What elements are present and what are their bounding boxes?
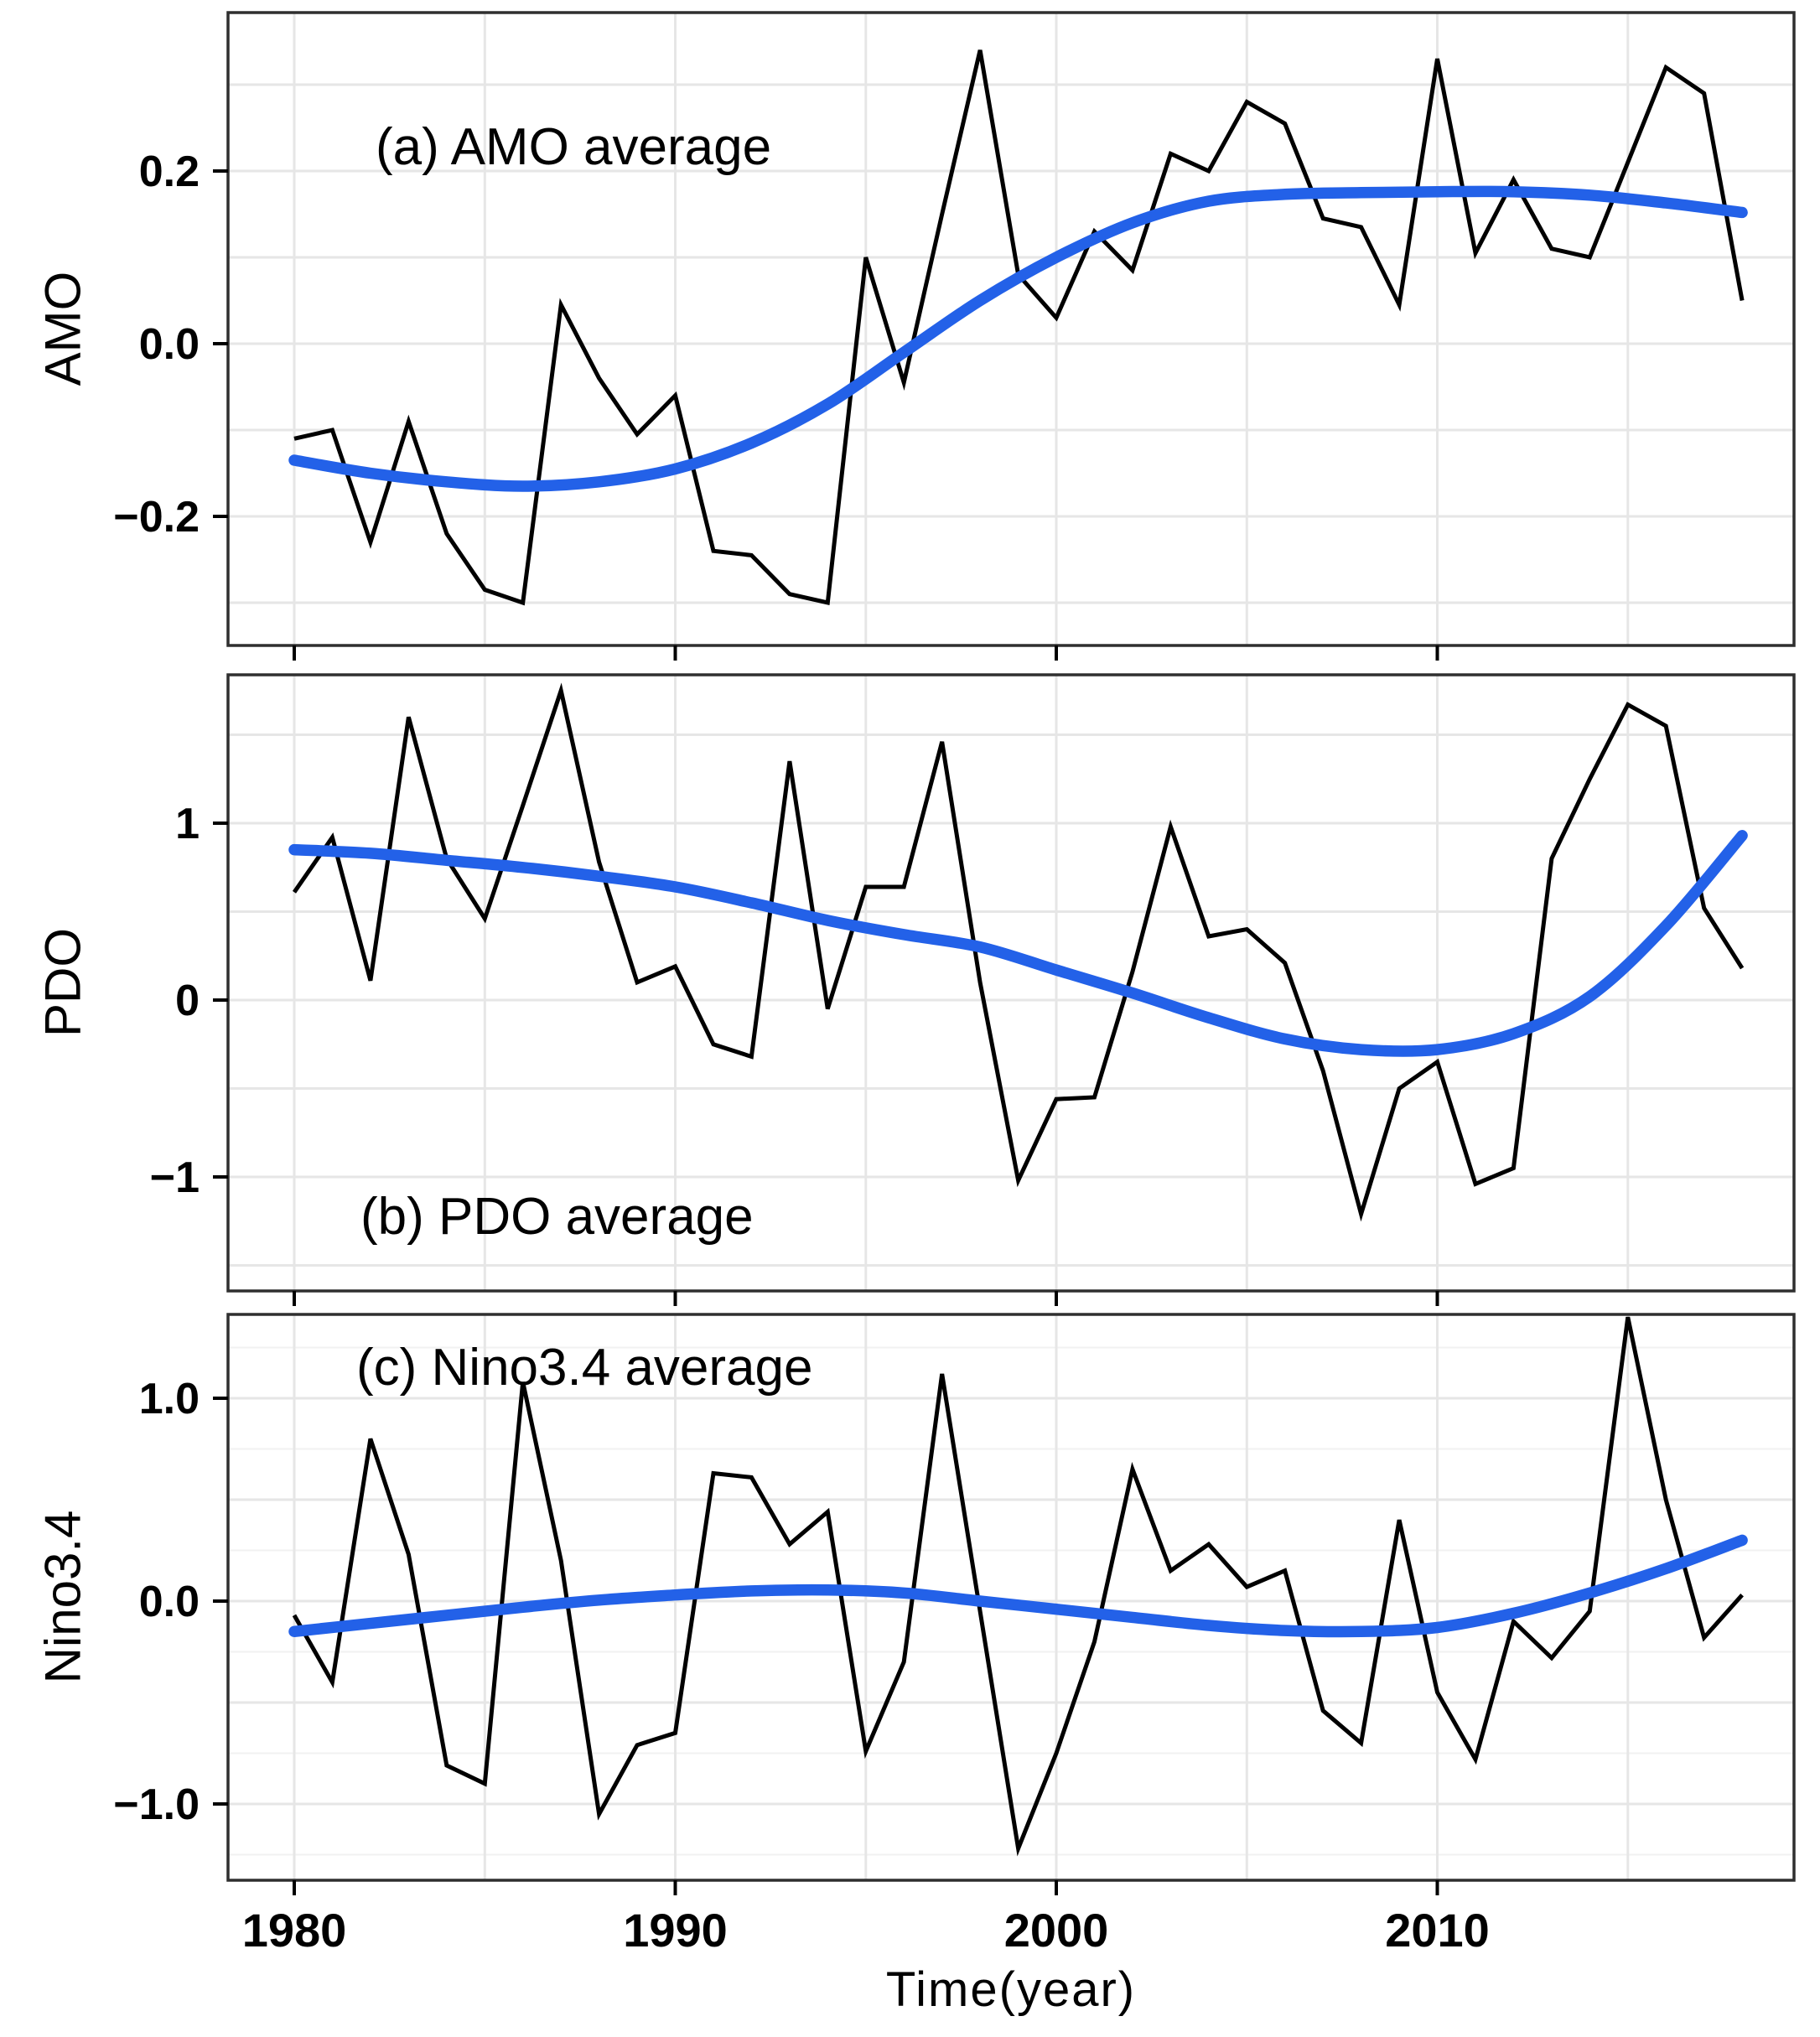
smooth-line-pdo <box>288 830 1748 1057</box>
smooth-line-amo <box>288 185 1748 492</box>
y-axis-title-nino34: Nino3.4 <box>34 1510 91 1684</box>
y-axis-title-pdo: PDO <box>34 927 91 1038</box>
y-tick-label-pdo: 0 <box>175 977 200 1025</box>
y-tick-label-nino34: 0.0 <box>139 1578 200 1626</box>
panel-background-nino34 <box>228 1314 1794 1880</box>
y-tick-label-pdo: 1 <box>175 800 200 848</box>
x-axis-title: Time(year) <box>885 1962 1137 2017</box>
x-tick-label: 1990 <box>623 1904 728 1957</box>
annual-line-pdo <box>292 682 1745 1222</box>
panel-border-pdo <box>226 673 1796 1293</box>
panel-title-pdo: (b) PDO average <box>360 1188 754 1246</box>
panel-title-nino34: (c) Nino3.4 average <box>356 1339 813 1397</box>
smooth-line-nino34 <box>288 1534 1748 1638</box>
panel-border-nino34 <box>226 1313 1796 1882</box>
panel-title-amo: (a) AMO average <box>376 118 772 176</box>
panel-background-amo <box>228 13 1794 645</box>
y-tick-label-nino34: −1.0 <box>113 1780 200 1829</box>
panel-background-pdo <box>228 675 1794 1291</box>
y-tick-label-amo: 0.2 <box>139 148 200 196</box>
y-tick-label-amo: −0.2 <box>113 493 200 542</box>
x-tick-label: 2000 <box>1004 1904 1109 1957</box>
x-tick-label: 2010 <box>1385 1904 1490 1957</box>
annual-line-nino34 <box>292 1316 1744 1857</box>
x-tick-label: 1980 <box>242 1904 347 1957</box>
y-tick-label-nino34: 1.0 <box>139 1375 200 1423</box>
y-tick-label-pdo: −1 <box>150 1153 200 1202</box>
panel-border-amo <box>226 11 1796 647</box>
y-tick-label-amo: 0.0 <box>139 320 200 369</box>
y-axis-title-amo: AMO <box>34 271 91 386</box>
